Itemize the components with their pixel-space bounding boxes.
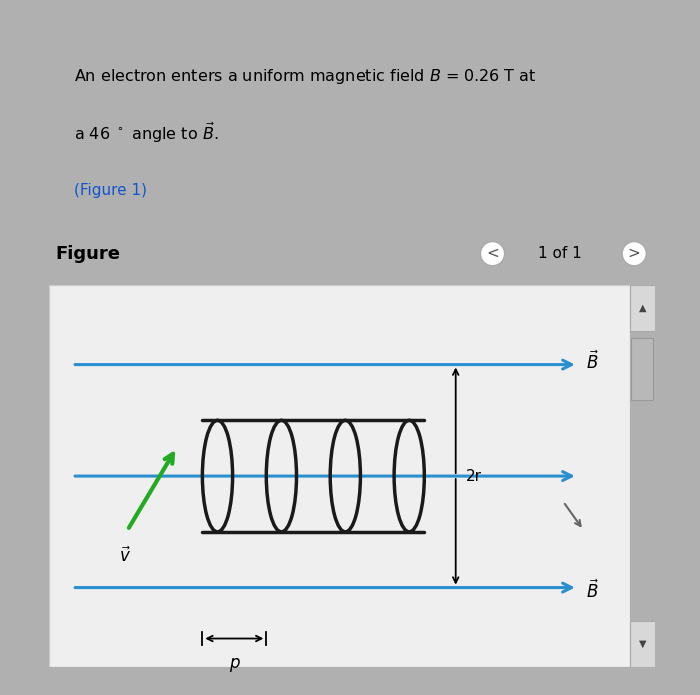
Bar (631, 338, 653, 400)
Text: An electron enters a uniform magnetic field $B$ = 0.26 T at: An electron enters a uniform magnetic fi… (74, 67, 536, 85)
Text: $\vec{B}$: $\vec{B}$ (587, 350, 600, 373)
Text: $\vec{B}$: $\vec{B}$ (587, 580, 600, 602)
Text: (Figure 1): (Figure 1) (74, 183, 146, 199)
Text: $\vec{v}$: $\vec{v}$ (118, 546, 131, 566)
Text: ▲: ▲ (638, 303, 646, 313)
Text: Figure: Figure (55, 245, 120, 263)
Text: ▼: ▼ (638, 639, 646, 649)
Text: 2r: 2r (466, 468, 482, 484)
Text: p: p (229, 655, 239, 673)
Text: 1 of 1: 1 of 1 (538, 246, 582, 261)
Text: >: > (628, 246, 640, 261)
Bar (630, 621, 654, 667)
Text: a 46 $^\circ$ angle to $\vec{B}$.: a 46 $^\circ$ angle to $\vec{B}$. (74, 121, 218, 145)
Text: <: < (486, 246, 499, 261)
Bar (630, 285, 654, 331)
